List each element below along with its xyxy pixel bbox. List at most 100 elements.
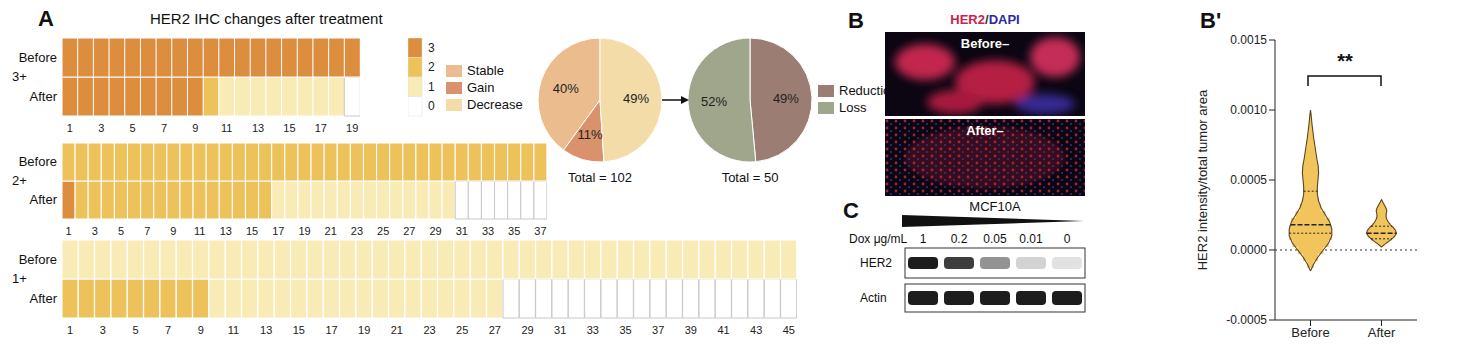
svg-text:2: 2	[428, 60, 435, 74]
svg-text:29: 29	[521, 324, 533, 336]
svg-text:33: 33	[482, 225, 494, 237]
svg-text:17: 17	[325, 324, 337, 336]
html-text:1+: 1+	[12, 271, 27, 286]
svg-text:40%: 40%	[553, 81, 579, 96]
svg-text:43: 43	[750, 324, 762, 336]
svg-text:13: 13	[260, 324, 272, 336]
svg-text:1: 1	[428, 80, 435, 94]
svg-text:15: 15	[293, 324, 305, 336]
svg-text:After: After	[1368, 325, 1396, 340]
svg-text:0.0005: 0.0005	[1230, 173, 1267, 187]
html-text:B: B	[848, 8, 864, 33]
html-text:Reduction: Reduction	[839, 83, 898, 98]
svg-text:29: 29	[429, 225, 441, 237]
svg-text:9: 9	[170, 225, 176, 237]
html-text:A: A	[38, 6, 54, 31]
svg-text:13: 13	[220, 225, 232, 237]
svg-text:Before: Before	[1291, 325, 1329, 340]
svg-text:49%: 49%	[773, 91, 799, 106]
svg-text:37: 37	[534, 225, 546, 237]
html-text:Before: Before	[18, 49, 57, 65]
svg-text:MCF10A: MCF10A	[969, 199, 1021, 214]
svg-text:11%: 11%	[577, 127, 602, 142]
svg-text:25: 25	[456, 324, 468, 336]
svg-text:0.05: 0.05	[983, 232, 1007, 246]
svg-text:23: 23	[423, 324, 435, 336]
svg-text:35: 35	[619, 324, 631, 336]
svg-text:35: 35	[508, 225, 520, 237]
svg-text:27: 27	[489, 324, 501, 336]
svg-text:15: 15	[246, 225, 258, 237]
svg-text:Actin: Actin	[860, 291, 887, 305]
svg-text:11: 11	[228, 324, 239, 336]
svg-text:21: 21	[391, 324, 403, 336]
svg-text:0.01: 0.01	[1019, 232, 1043, 246]
svg-text:49%: 49%	[623, 91, 649, 106]
svg-text:19: 19	[346, 122, 358, 134]
svg-text:37: 37	[652, 324, 664, 336]
svg-text:Before–: Before–	[961, 36, 1009, 51]
svg-text:23: 23	[351, 225, 363, 237]
html-text:2+: 2+	[12, 173, 27, 188]
svg-text:-0.0005: -0.0005	[1226, 313, 1267, 327]
svg-text:1: 1	[65, 225, 71, 237]
svg-text:5: 5	[132, 324, 138, 336]
html-text:Total = 102: Total = 102	[568, 170, 632, 185]
svg-text:1: 1	[920, 232, 927, 246]
svg-text:39: 39	[685, 324, 697, 336]
html-text:B': B'	[1200, 8, 1222, 33]
svg-text:HER2: HER2	[860, 256, 892, 270]
svg-text:9: 9	[192, 122, 198, 134]
svg-text:5: 5	[130, 122, 136, 134]
svg-text:0.0015: 0.0015	[1230, 33, 1267, 47]
svg-text:HER2 intensity/total tumor are: HER2 intensity/total tumor area	[1195, 89, 1210, 270]
svg-text:0: 0	[1064, 232, 1071, 246]
svg-text:0.2: 0.2	[951, 232, 968, 246]
svg-text:1: 1	[67, 122, 73, 134]
svg-text:7: 7	[161, 122, 167, 134]
svg-text:25: 25	[377, 225, 389, 237]
svg-text:19: 19	[358, 324, 370, 336]
html-text:Before: Before	[18, 251, 57, 267]
svg-text:Dox μg/mL: Dox μg/mL	[849, 232, 908, 246]
svg-text:0: 0	[428, 99, 435, 113]
svg-text:7: 7	[165, 324, 171, 336]
svg-text:0.0000: 0.0000	[1230, 243, 1267, 257]
svg-text:13: 13	[252, 122, 264, 134]
svg-text:1: 1	[67, 324, 73, 336]
svg-text:3: 3	[100, 324, 106, 336]
svg-text:52%: 52%	[701, 94, 727, 109]
svg-text:0.0010: 0.0010	[1230, 103, 1267, 117]
html-text:Total = 50: Total = 50	[721, 170, 779, 185]
html-text:After: After	[29, 192, 57, 207]
html-text:Stable: Stable	[467, 63, 504, 78]
html-text:After: After	[29, 290, 57, 306]
svg-text:21: 21	[325, 225, 337, 237]
svg-text:27: 27	[403, 225, 415, 237]
svg-text:31: 31	[456, 225, 468, 237]
svg-text:19: 19	[298, 225, 310, 237]
svg-text:3: 3	[98, 122, 104, 134]
svg-text:15: 15	[283, 122, 295, 134]
html-text:3+: 3+	[12, 69, 27, 84]
html-text:Decrease: Decrease	[467, 97, 523, 112]
svg-text:9: 9	[198, 324, 204, 336]
svg-text:5: 5	[118, 225, 124, 237]
svg-text:17: 17	[315, 122, 327, 134]
svg-text:C: C	[843, 198, 859, 223]
html-text:Gain: Gain	[467, 80, 495, 95]
svg-text:7: 7	[144, 225, 150, 237]
svg-text:41: 41	[717, 324, 729, 336]
svg-text:3: 3	[92, 225, 98, 237]
svg-text:11: 11	[221, 122, 232, 134]
svg-text:3: 3	[428, 41, 435, 55]
svg-text:11: 11	[194, 225, 205, 237]
svg-text:17: 17	[272, 225, 284, 237]
svg-text:33: 33	[587, 324, 599, 336]
html-text:After: After	[29, 88, 57, 104]
html-text:Before: Before	[18, 154, 57, 169]
html-text:HER2 IHC changes after treatme: HER2 IHC changes after treatment	[150, 10, 383, 27]
svg-text:45: 45	[783, 324, 795, 336]
svg-text:31: 31	[554, 324, 566, 336]
svg-text:After–: After–	[966, 123, 1004, 138]
